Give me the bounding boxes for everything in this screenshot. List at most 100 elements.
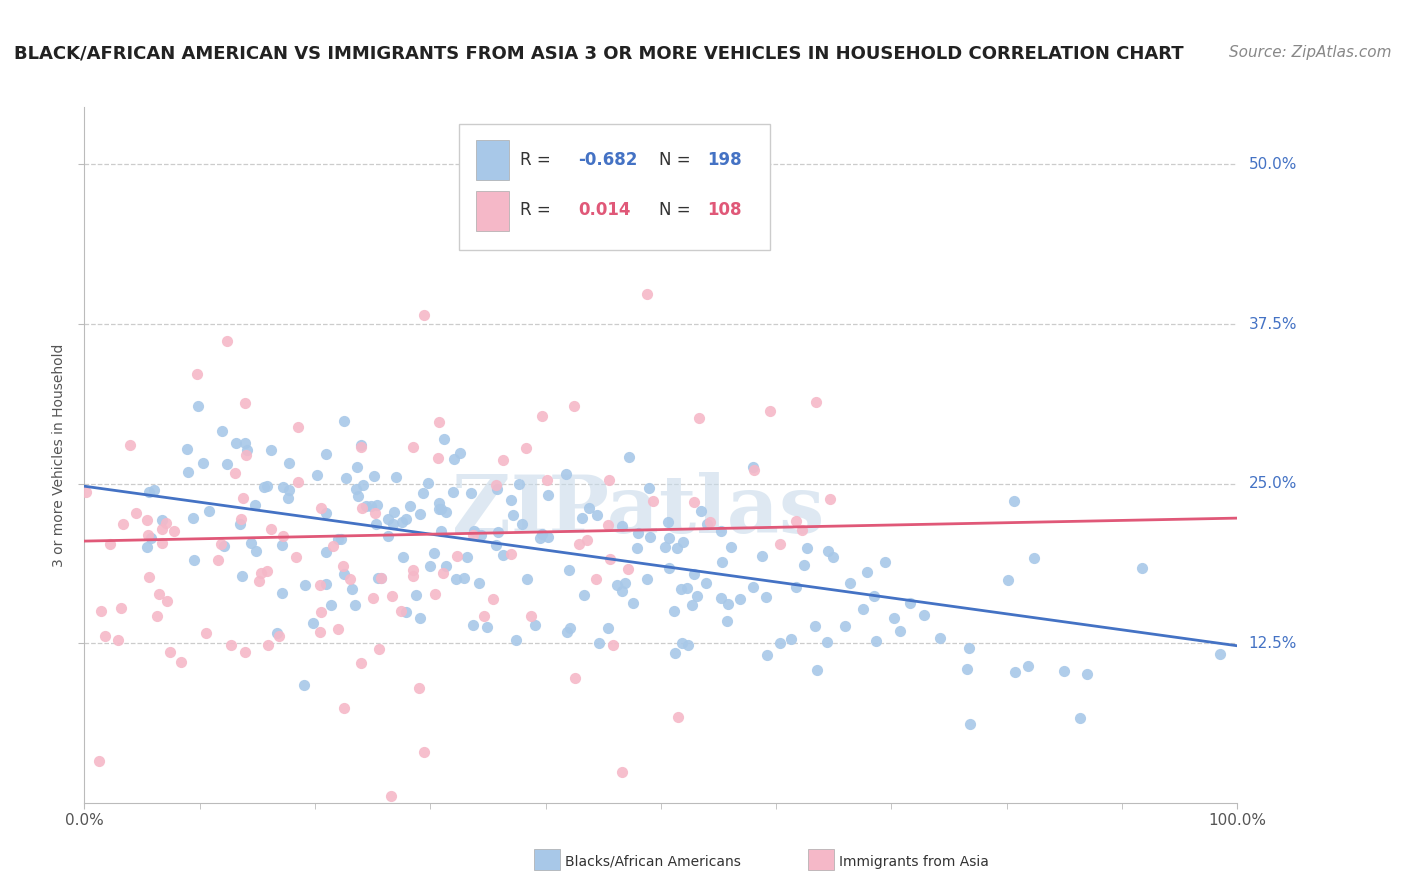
Point [418, 475, 440, 490]
Point [449, 445, 471, 459]
Point [225, 436, 247, 450]
Point [381, 589, 404, 603]
Point [432, 566, 454, 581]
Point [641, 493, 664, 508]
Text: -0.682: -0.682 [578, 151, 637, 169]
Point [368, 642, 391, 657]
Point [806, 663, 828, 677]
Point [467, 576, 489, 591]
Point [598, 473, 620, 487]
Point [688, 411, 710, 425]
Point [856, 565, 879, 579]
Point [557, 563, 579, 577]
Point [335, 471, 357, 485]
Point [270, 538, 292, 552]
Point [499, 492, 522, 507]
Point [423, 546, 446, 560]
Point [742, 463, 765, 477]
Point [612, 765, 634, 780]
Point [434, 505, 457, 519]
Point [292, 678, 315, 692]
Point [491, 452, 513, 467]
Point [159, 644, 181, 658]
Point [758, 404, 780, 418]
Point [124, 506, 146, 520]
Point [271, 528, 294, 542]
Text: Immigrants from Asia: Immigrants from Asia [839, 855, 990, 869]
Point [305, 468, 328, 483]
Point [1130, 561, 1153, 575]
Point [585, 508, 607, 522]
Point [444, 572, 467, 586]
Point [217, 334, 239, 348]
Point [1053, 664, 1076, 678]
Point [463, 524, 485, 538]
Point [139, 531, 162, 545]
Point [266, 626, 288, 640]
FancyBboxPatch shape [460, 124, 770, 250]
Point [638, 530, 661, 544]
Text: 25.0%: 25.0% [1249, 476, 1296, 491]
Point [665, 541, 688, 555]
Point [585, 573, 607, 587]
Point [839, 576, 862, 591]
Point [346, 460, 368, 475]
Point [75, 485, 97, 500]
Point [381, 516, 404, 531]
Point [155, 516, 177, 531]
Point [402, 440, 425, 454]
Point [382, 505, 405, 519]
Point [671, 635, 693, 649]
Point [516, 572, 538, 586]
Point [112, 516, 135, 531]
Point [385, 469, 408, 483]
Point [485, 538, 508, 552]
Point [599, 552, 621, 566]
Point [240, 535, 263, 549]
Point [636, 572, 658, 586]
Point [889, 624, 911, 639]
Point [427, 496, 450, 510]
Point [138, 570, 160, 584]
Point [187, 399, 209, 413]
Point [658, 531, 681, 545]
Point [352, 501, 374, 516]
Point [461, 618, 484, 632]
Point [755, 648, 778, 662]
Text: ZIPatlas: ZIPatlas [451, 472, 824, 549]
Point [247, 574, 270, 588]
Point [475, 620, 498, 634]
Point [110, 601, 132, 615]
Point [370, 571, 392, 585]
Point [367, 571, 389, 585]
Point [486, 524, 509, 539]
Point [402, 563, 425, 577]
Text: 50.0%: 50.0% [1249, 157, 1296, 172]
Point [529, 531, 551, 545]
Point [391, 515, 413, 529]
Point [793, 558, 815, 573]
Point [852, 602, 875, 616]
Point [785, 581, 807, 595]
Point [408, 681, 430, 695]
Point [863, 589, 886, 603]
Point [621, 596, 644, 610]
Point [515, 441, 537, 455]
Point [456, 550, 478, 565]
Point [181, 511, 204, 525]
Point [332, 566, 354, 581]
Point [710, 555, 733, 569]
Point [716, 615, 738, 629]
Point [669, 582, 692, 596]
Point [883, 610, 905, 624]
Point [287, 420, 309, 434]
Point [344, 482, 367, 496]
Point [350, 437, 373, 451]
Point [834, 618, 856, 632]
Point [350, 656, 373, 670]
Point [681, 598, 703, 612]
Point [211, 424, 233, 438]
Point [796, 541, 818, 555]
Point [956, 662, 979, 676]
Point [236, 443, 259, 458]
